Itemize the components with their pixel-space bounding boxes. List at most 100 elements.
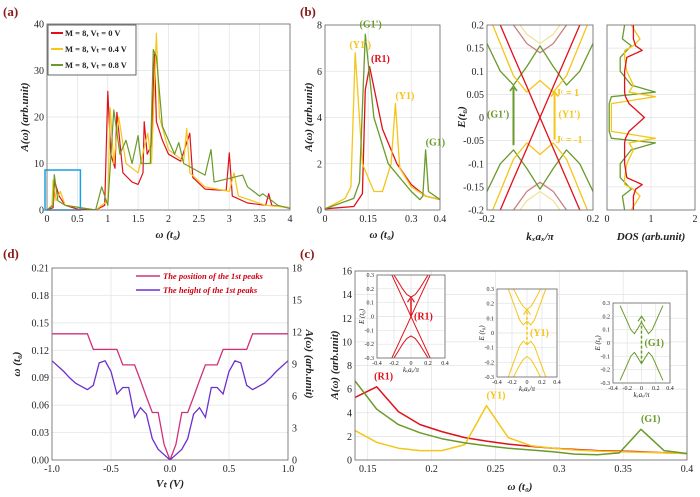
inset-xlabel: kₓaₓ/π (633, 391, 650, 399)
d-right-tick-label: 18 (292, 264, 302, 275)
bands-ytick-label: 0.05 (467, 90, 485, 101)
a-ytick-label: 30 (34, 66, 44, 77)
d-series-magenta (52, 333, 288, 460)
d-right-tick-label: 15 (292, 296, 302, 307)
c-inset-yellow-frame (496, 288, 558, 378)
d-right-tick-label: 9 (292, 360, 297, 371)
a-xtick-label: 0 (45, 214, 50, 225)
c-ytick-label: 10 (342, 337, 352, 348)
a-frame (46, 23, 291, 211)
c-inset-red-ytick-label: -0.1 (365, 328, 375, 334)
b-ytick-label: 8 (317, 21, 322, 32)
c-xtick-label: 0.3 (553, 464, 566, 475)
inset-label: (Y1) (530, 328, 549, 339)
inset-arrow-red-head (407, 296, 415, 303)
d-right-tick-label: 6 (292, 392, 297, 403)
c-xtick-label: 0.35 (614, 464, 632, 475)
d-axes: -1.0 -0.5 0.0 0.5 1.0 0.00 0.03 0.06 0.09 0.12 0.1… (32, 264, 303, 476)
bands-ytick-label: -0.1 (468, 159, 484, 170)
a-xtick-label: 1 (105, 214, 110, 225)
c-inset-yellow-ytick-label: 0.1 (487, 316, 495, 322)
d-ytick-label: 0.00 (32, 456, 50, 467)
a-xtick-label: 3 (227, 214, 232, 225)
c-inset-green-ytick-label: 0 (607, 341, 610, 347)
c-inset-red-ytick-label: 0.1 (367, 301, 375, 307)
c-xtick-label: 0.15 (359, 464, 377, 475)
inset-band-yellow (512, 356, 542, 377)
d-xtick-label: -1.0 (44, 464, 60, 475)
legend-a: M = 8, Vₜ = 0 V M = 8, Vₜ = 0.4 V M = 8,… (47, 24, 137, 76)
b-series-yellow (325, 52, 440, 210)
d-ytick-label: 0.18 (32, 291, 50, 302)
panel-label-b: (b) (300, 4, 316, 19)
b-xtick-label: 0.4 (434, 214, 447, 225)
legend-entry: M = 8, Vₜ = 0.8 V (65, 60, 128, 70)
c-ytick-label: 8 (347, 361, 352, 372)
b-annotation: (G1) (426, 137, 445, 148)
b-ylabel: A(ω) (arb.unit) (303, 82, 315, 152)
panel-label-a: (a) (3, 4, 18, 19)
c-frame (354, 270, 688, 461)
c-inset-yellow-xtick-label: 0.4 (553, 380, 561, 386)
b-xtick-label: 0 (323, 214, 328, 225)
bands-annotation: Jᶜ = 1 (556, 88, 579, 99)
bands-ytick-label: 0.1 (472, 67, 485, 78)
c-ylabel: A(ω) (arb.unit) (329, 330, 341, 400)
a-xtick-label: 2 (166, 214, 171, 225)
band-faint_red (512, 25, 568, 54)
c-inset-green-ytick-label: 0.1 (603, 328, 611, 334)
band-yellow (492, 25, 589, 93)
bands-ytick-label: 0 (479, 113, 484, 124)
c-inset-yellow-xtick-label: -0.4 (492, 380, 502, 386)
d-xtick-label: 0.5 (223, 464, 236, 475)
bands-ylabel: E(t₀) (456, 106, 468, 129)
c-inset-yellow-ytick-label: 0.2 (487, 302, 495, 308)
c-inset-red-ytick-label: 0.3 (367, 273, 375, 279)
a-ytick-label: 40 (34, 20, 44, 31)
inset-ylabel: E (t₀) (594, 335, 602, 352)
c-annotation: (R1) (374, 372, 393, 383)
d-ytick-label: 0.12 (32, 346, 50, 357)
c-inset-green-xtick-label: -0.4 (608, 386, 618, 392)
d-right-tick-label: 3 (292, 424, 297, 435)
c-xtick-label: 0.2 (425, 464, 438, 475)
d-frame (51, 267, 289, 461)
c-plot (355, 380, 687, 456)
band-faint_yellow (519, 190, 561, 210)
c-inset-yellow-ytick-label: -0.2 (485, 360, 495, 366)
d-plot (52, 333, 288, 460)
c-inset-red-ytick-label: 0.2 (367, 287, 375, 293)
inset-ylabel: E (t₀) (478, 325, 486, 342)
bands-ytick-label: -0.15 (463, 182, 484, 193)
d-ylabel: ω (t₀) (11, 352, 23, 377)
c-xlabel: ω (t₀) (508, 481, 533, 493)
a-xtick-label: 3.5 (253, 214, 266, 225)
a-xtick-label: 0.5 (71, 214, 84, 225)
panel-label-c: (c) (300, 246, 314, 261)
d-xtick-label: -0.5 (103, 464, 119, 475)
d-right-tick-label: 0 (292, 456, 297, 467)
bands-annotation: (Y1') (559, 110, 581, 121)
c-inset-yellow-ytick-label: -0.3 (485, 375, 495, 381)
b-ytick-label: 0 (317, 206, 322, 217)
inset-arrow-yellow-head (523, 308, 531, 315)
c-inset-yellow-ytick-label: 0.3 (487, 287, 495, 293)
d-ylabel-right: A(ω) (arb.unit) (303, 328, 315, 398)
c-ytick-label: 0 (347, 456, 352, 467)
b-xtick-label: 0.3 (405, 214, 418, 225)
c-inset-red-xtick-label: 0 (410, 361, 413, 367)
bands-xtick-label: 0 (538, 214, 543, 225)
d-xlabel: Vₜ (V) (156, 478, 184, 490)
bands-plot (487, 25, 593, 210)
c-inset-red-xtick-label: -0.2 (389, 361, 399, 367)
a-ytick-label: 20 (34, 113, 44, 124)
b-frame (324, 24, 441, 211)
c-inset-green-xtick-label: 0.4 (666, 386, 674, 392)
c-inset-green-ytick-label: -0.1 (601, 354, 611, 360)
dos-xtick-label: 1 (649, 214, 654, 225)
d-ytick-label: 0.15 (32, 318, 50, 329)
b-series-red (325, 65, 440, 210)
bands-xtick-label: -0.2 (479, 214, 495, 225)
bands-annotation: Jᶜ = -1 (556, 135, 583, 146)
